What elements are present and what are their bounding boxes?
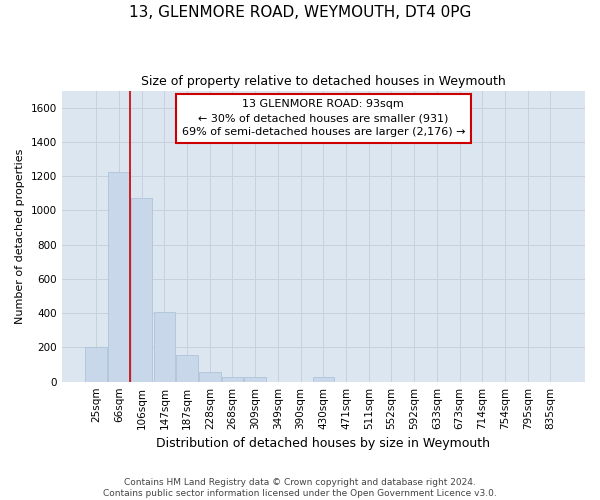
Bar [313,378,334,382]
X-axis label: Distribution of detached houses by size in Weymouth: Distribution of detached houses by size … [157,437,490,450]
Bar [199,372,221,382]
Title: Size of property relative to detached houses in Weymouth: Size of property relative to detached ho… [141,75,506,88]
Bar [244,378,266,382]
Text: 13, GLENMORE ROAD, WEYMOUTH, DT4 0PG: 13, GLENMORE ROAD, WEYMOUTH, DT4 0PG [129,5,471,20]
Bar [131,198,152,382]
Text: 13 GLENMORE ROAD: 93sqm
← 30% of detached houses are smaller (931)
69% of semi-d: 13 GLENMORE ROAD: 93sqm ← 30% of detache… [182,100,465,138]
Text: Contains HM Land Registry data © Crown copyright and database right 2024.
Contai: Contains HM Land Registry data © Crown c… [103,478,497,498]
Bar [176,355,198,382]
Bar [85,348,107,382]
Bar [222,376,243,382]
Bar [108,172,130,382]
Bar [154,312,175,382]
Y-axis label: Number of detached properties: Number of detached properties [15,148,25,324]
